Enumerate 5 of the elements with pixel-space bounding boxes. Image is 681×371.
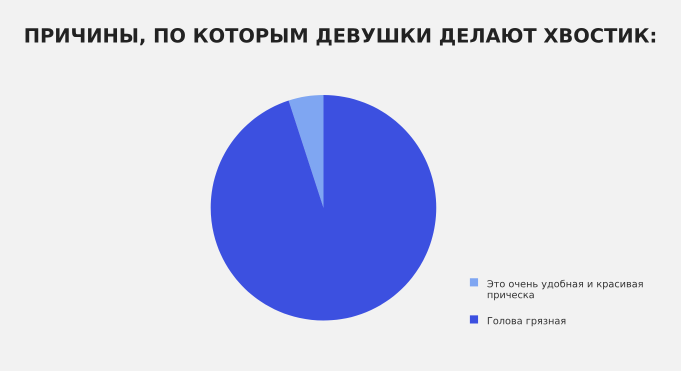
legend-label: Это очень удобная и красивая прическа — [487, 280, 643, 300]
pie-slice — [210, 94, 436, 321]
legend-label: Голова грязная — [488, 317, 566, 326]
pie-slice — [288, 94, 324, 208]
chart-title: ПРИЧИНЫ, ПО КОТОРЫМ ДЕВУШКИ ДЕЛАЮТ ХВОСТИК: — [26, 28, 656, 46]
